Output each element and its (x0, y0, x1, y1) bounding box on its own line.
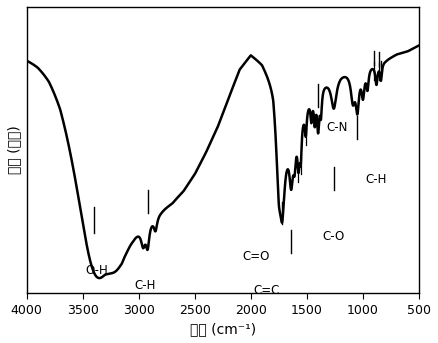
X-axis label: 波长 (cm⁻¹): 波长 (cm⁻¹) (190, 322, 256, 336)
Text: C-O: C-O (323, 230, 345, 243)
Text: C=O: C=O (243, 250, 270, 263)
Text: C-H: C-H (135, 279, 156, 292)
Y-axis label: 强度 (任意): 强度 (任意) (7, 126, 21, 174)
Text: C-H: C-H (365, 173, 387, 186)
Text: C-N: C-N (326, 121, 347, 134)
Text: C=C: C=C (254, 284, 280, 297)
Text: O-H: O-H (86, 264, 109, 277)
